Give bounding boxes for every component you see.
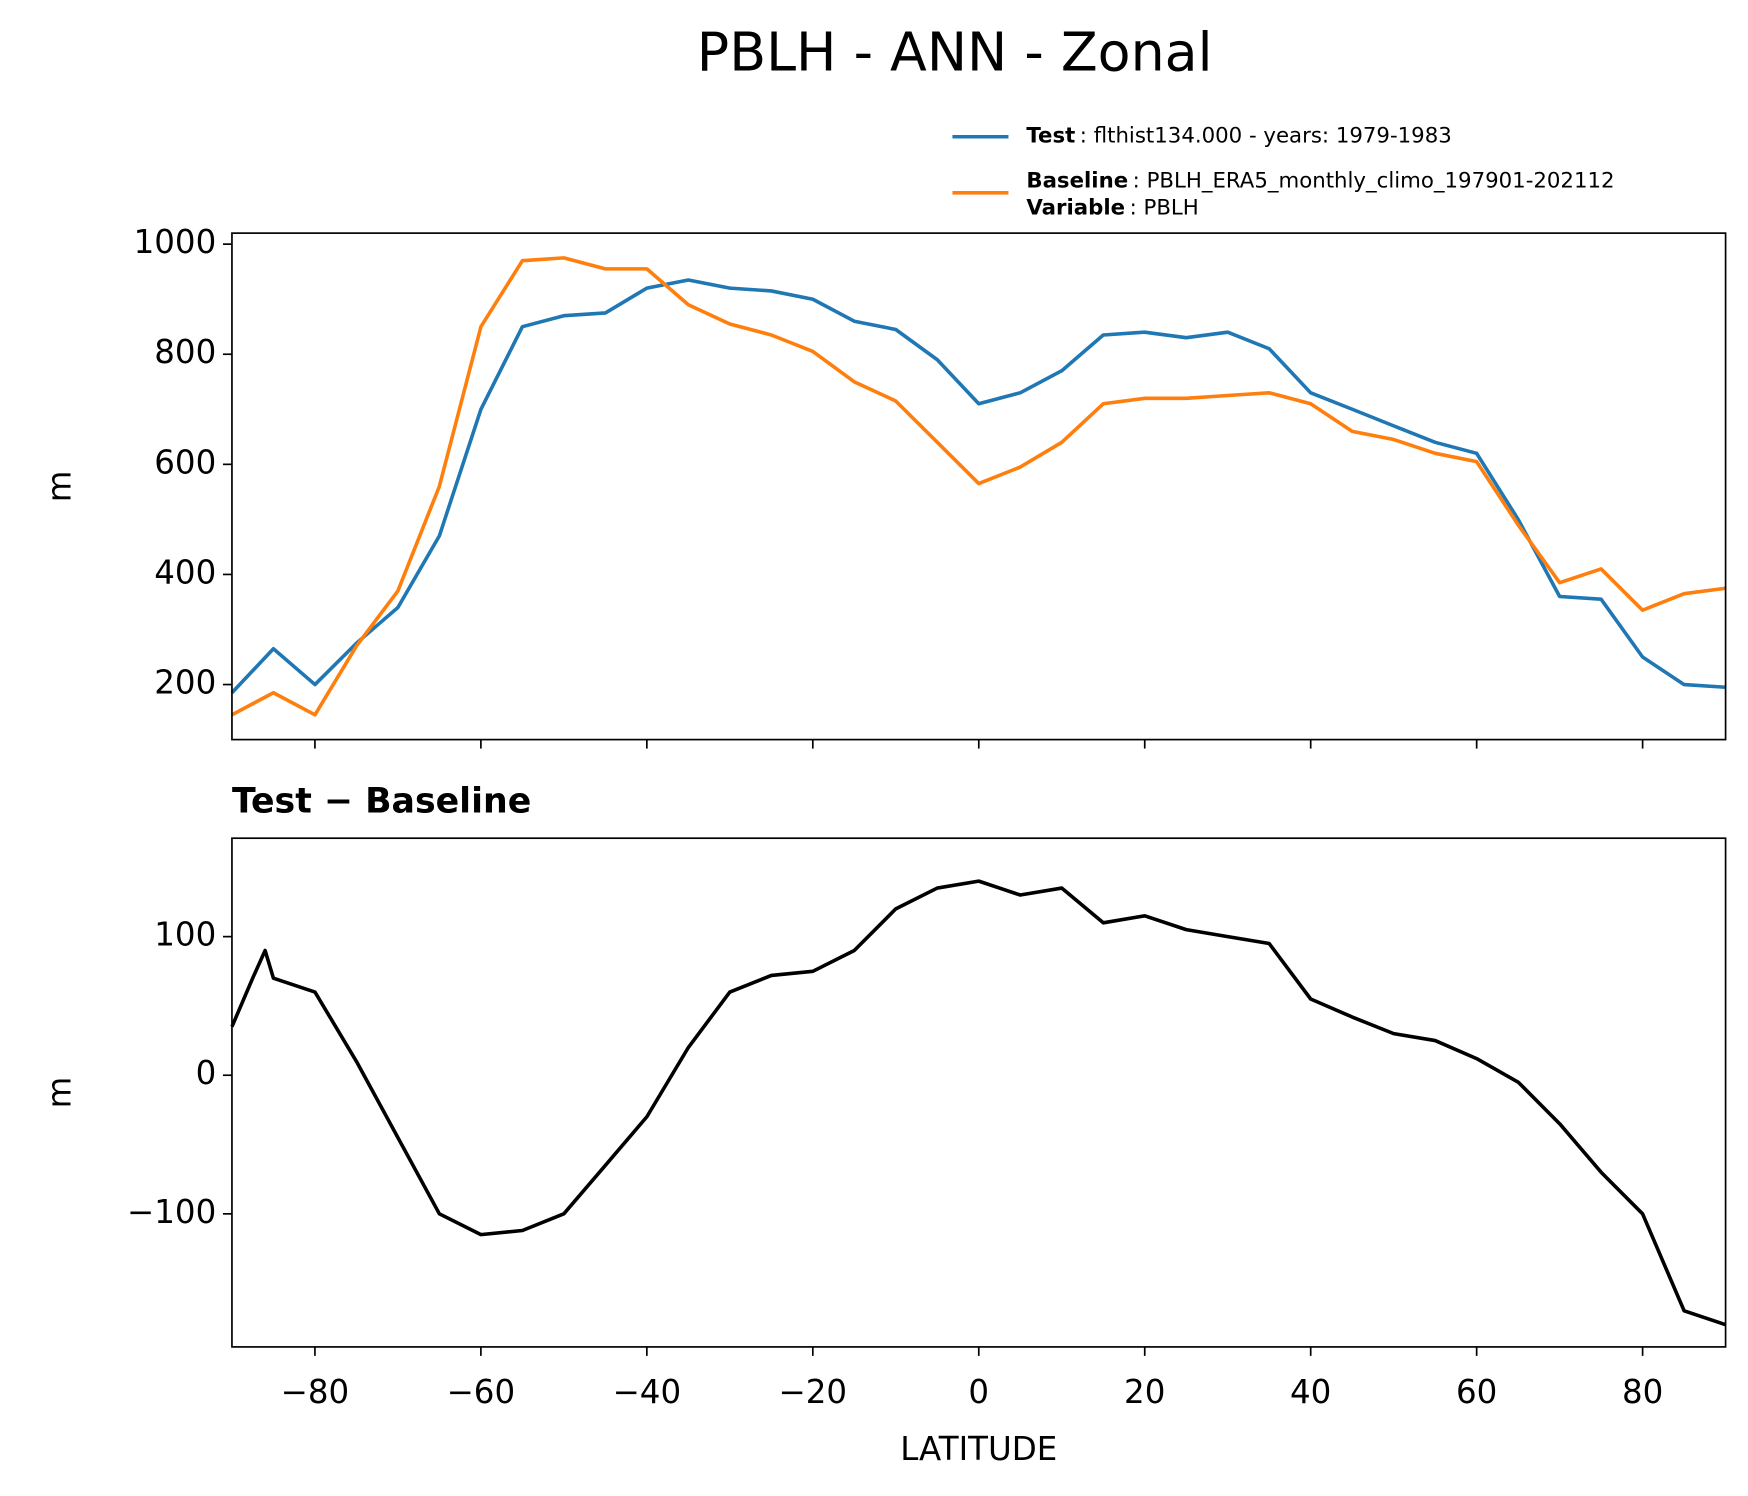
x-axis-label: LATITUDE	[900, 1430, 1057, 1468]
x-tick-label: −40	[613, 1373, 682, 1411]
data-line	[231, 256, 1726, 717]
legend-name: Test	[1026, 124, 1075, 149]
y-tick-label: −100	[127, 1193, 216, 1231]
legend-name: Baseline	[1026, 169, 1128, 194]
x-tick-label: −60	[447, 1373, 516, 1411]
y-axis-label: m	[41, 1077, 79, 1109]
y-tick-label: 100	[154, 916, 216, 954]
data-line	[230, 879, 1727, 1327]
y-tick-label: 1000	[134, 223, 217, 261]
x-tick-label: −20	[779, 1373, 848, 1411]
x-tick-label: 0	[968, 1373, 989, 1411]
y-axis-label: m	[41, 471, 79, 503]
legend-note: Variable: PBLH	[1026, 195, 1198, 220]
axes-frame	[231, 232, 1727, 741]
x-tick-label: 60	[1456, 1373, 1497, 1411]
subplot-title: Test − Baseline	[232, 781, 531, 821]
legend-note-label: Variable	[1026, 195, 1125, 220]
axes-frame	[231, 837, 1727, 1348]
figure-title: PBLH - ANN - Zonal	[697, 21, 1213, 84]
legend-entry: Test: flthist134.000 - years: 1979-1983	[1026, 124, 1451, 149]
y-tick-label: 600	[154, 443, 216, 481]
y-tick-label: 0	[196, 1054, 217, 1092]
y-tick-label: 400	[154, 553, 216, 591]
x-tick-label: 80	[1622, 1373, 1663, 1411]
y-tick-label: 800	[154, 333, 216, 371]
x-tick-label: 20	[1124, 1373, 1165, 1411]
legend-text: : flthist134.000 - years: 1979-1983	[1080, 124, 1452, 149]
y-tick-label: 200	[154, 664, 216, 702]
data-line	[230, 278, 1726, 694]
x-tick-label: 40	[1290, 1373, 1331, 1411]
legend-entry: Baseline: PBLH_ERA5_monthly_climo_197901…	[1026, 169, 1614, 194]
legend-note-text: : PBLH	[1130, 195, 1199, 220]
x-tick-label: −80	[281, 1373, 350, 1411]
legend-text: : PBLH_ERA5_monthly_climo_197901-202112	[1133, 169, 1615, 194]
